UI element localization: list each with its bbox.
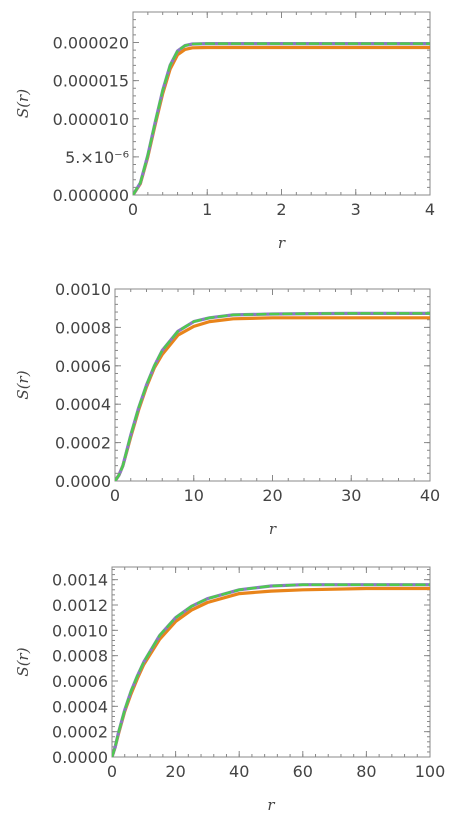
plot-frame <box>111 566 431 758</box>
y-tick-label: 0.000010 <box>53 110 129 129</box>
x-tick-label: 20 <box>165 762 185 781</box>
x-tick-label: 40 <box>229 762 249 781</box>
series-group <box>133 41 430 195</box>
series-line-3 <box>133 42 430 195</box>
series-line-1 <box>112 586 430 757</box>
x-tick-label: 2 <box>276 200 286 219</box>
x-tick-label: 80 <box>356 762 376 781</box>
series-line-1 <box>133 45 430 195</box>
y-tick-label: 0.000000 <box>53 186 129 205</box>
x-tick-label: 3 <box>351 200 361 219</box>
x-tick-label: 60 <box>293 762 313 781</box>
x-axis-title: r <box>278 234 286 252</box>
y-tick-label: 0.0004 <box>52 697 108 716</box>
series-line-3 <box>115 312 430 481</box>
y-tick-label: 0.0010 <box>52 621 108 640</box>
y-tick-label: 0.0004 <box>55 395 111 414</box>
plot-panel-3: 0 20 40 60 80 100 0.0000 0.0002 0.0004 0.0006 0.00… <box>14 566 446 814</box>
x-tick-label: 100 <box>415 762 446 781</box>
y-tick-label: 0.0008 <box>52 647 108 666</box>
y-axis-title: S(r) <box>14 89 32 118</box>
y-axis-title: S(r) <box>14 647 32 676</box>
series-line-2 <box>133 41 430 195</box>
x-tick-label: 40 <box>420 486 440 505</box>
y-tick-label: 0.000015 <box>53 72 129 91</box>
series-line-3 <box>112 583 430 757</box>
y-tick-label: 0.0002 <box>55 434 111 453</box>
x-tick-label: 4 <box>425 200 435 219</box>
y-tick-label: 0.0002 <box>52 723 108 742</box>
x-tick-label: 10 <box>184 486 204 505</box>
x-tick-label: 20 <box>262 486 282 505</box>
x-tick-label: 1 <box>202 200 212 219</box>
x-tick-label: 0 <box>128 200 138 219</box>
y-tick-label: 0.0010 <box>55 280 111 299</box>
x-axis-title: r <box>267 796 275 814</box>
x-tick-label: 0 <box>107 762 117 781</box>
x-tick-label: 30 <box>341 486 361 505</box>
y-tick-label: 0.0000 <box>55 472 111 491</box>
y-tick-label: 0.0012 <box>52 596 108 615</box>
y-tick-label: 5.×10⁻⁶ <box>65 148 129 167</box>
y-tick-label: 0.0000 <box>52 748 108 767</box>
y-tick-label: 0.0006 <box>52 672 108 691</box>
y-tick-label: 0.000020 <box>53 34 129 53</box>
x-tick-label: 0 <box>110 486 120 505</box>
plot-panel-1: 0 1 2 3 4 0.000000 5.×10⁻⁶ 0.000010 0.000015 0.00… <box>14 11 435 252</box>
y-tick-label: 0.0014 <box>52 571 108 590</box>
y-tick-label: 0.0006 <box>55 357 111 376</box>
plot-panel-2: 0 10 20 30 40 0.0000 0.0002 0.0004 0.0006 0.0008 0… <box>14 280 440 538</box>
series-group <box>115 311 430 481</box>
series-line-1 <box>115 316 430 481</box>
plot-frame <box>132 11 431 196</box>
y-tick-label: 0.0008 <box>55 318 111 337</box>
series-line-2 <box>112 583 430 757</box>
y-axis-title: S(r) <box>14 370 32 399</box>
x-axis-title: r <box>269 520 277 538</box>
series-line-2 <box>115 311 430 481</box>
series-group <box>112 583 430 757</box>
